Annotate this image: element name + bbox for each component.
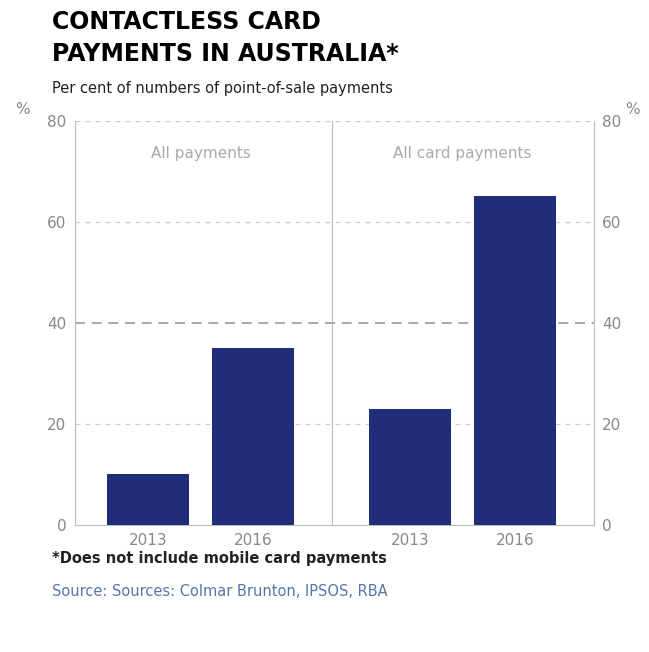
Bar (369, 409, 451, 525)
Bar (474, 196, 556, 525)
Text: %: % (15, 102, 30, 117)
Bar (212, 348, 294, 525)
Text: Per cent of numbers of point-of-sale payments: Per cent of numbers of point-of-sale pay… (52, 82, 393, 96)
Text: PAYMENTS IN AUSTRALIA*: PAYMENTS IN AUSTRALIA* (52, 42, 398, 67)
Text: All payments: All payments (151, 146, 251, 161)
Bar (107, 475, 189, 525)
Text: *Does not include mobile card payments: *Does not include mobile card payments (52, 551, 387, 566)
Text: All card payments: All card payments (393, 146, 532, 161)
Text: Source: Sources: Colmar Brunton, IPSOS, RBA: Source: Sources: Colmar Brunton, IPSOS, … (52, 584, 387, 599)
Text: %: % (625, 102, 640, 117)
Text: CONTACTLESS CARD: CONTACTLESS CARD (52, 10, 321, 34)
